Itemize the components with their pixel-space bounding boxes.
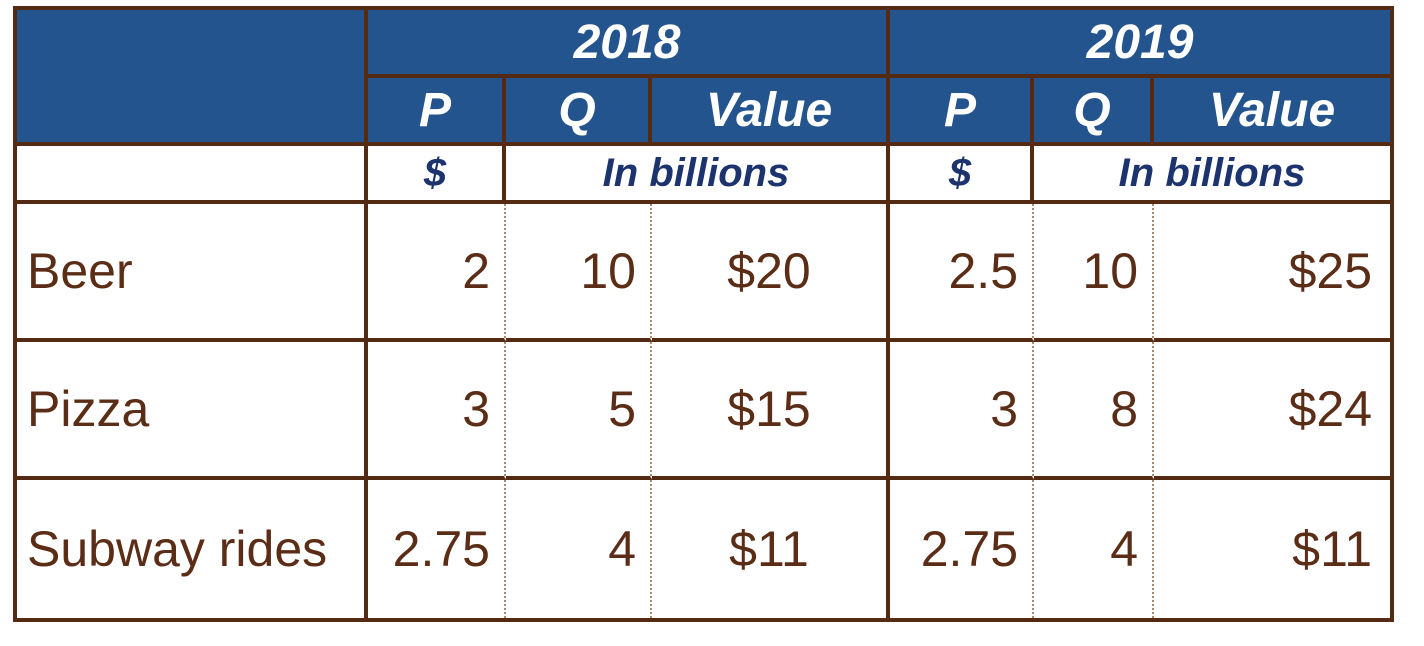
unit-row-label-cell: [17, 146, 368, 204]
row-label: Subway rides: [17, 480, 368, 618]
col-header-value-2019: Value: [1154, 78, 1391, 146]
unit-quantity-2018: In billions: [506, 146, 891, 204]
price-quantity-table: 2018 2019 P Q Value P Q Value $ In billi…: [13, 6, 1395, 622]
table-row-beer: Beer 2 10 $20 2.5 10 $25: [17, 204, 1391, 342]
cell-q-2019: 10: [1034, 204, 1155, 342]
cell-q-2018: 10: [506, 204, 652, 342]
cell-value-2018: $20: [652, 204, 891, 342]
year-header-2018: 2018: [368, 10, 891, 78]
col-header-value-2018: Value: [652, 78, 891, 146]
cell-q-2019: 4: [1034, 480, 1155, 618]
row-label: Pizza: [17, 342, 368, 480]
unit-quantity-2019: In billions: [1034, 146, 1391, 204]
table-row-subway-rides: Subway rides 2.75 4 $11 2.75 4 $11: [17, 480, 1391, 618]
col-header-q-2019: Q: [1034, 78, 1155, 146]
cell-q-2019: 8: [1034, 342, 1155, 480]
cell-p-2019: 2.75: [890, 480, 1035, 618]
table-row-pizza: Pizza 3 5 $15 3 8 $24: [17, 342, 1391, 480]
col-header-p-2019: P: [890, 78, 1035, 146]
unit-price-2018: $: [368, 146, 506, 204]
year-header-2019: 2019: [890, 10, 1391, 78]
row-label: Beer: [17, 204, 368, 342]
cell-q-2018: 5: [506, 342, 652, 480]
cell-p-2018: 2.75: [368, 480, 506, 618]
cell-value-2018: $15: [652, 342, 891, 480]
corner-cell: [17, 10, 368, 146]
cell-p-2019: 3: [890, 342, 1035, 480]
cell-value-2018: $11: [652, 480, 891, 618]
cell-value-2019: $25: [1154, 204, 1391, 342]
col-header-q-2018: Q: [506, 78, 652, 146]
cell-value-2019: $24: [1154, 342, 1391, 480]
cell-q-2018: 4: [506, 480, 652, 618]
col-header-p-2018: P: [368, 78, 506, 146]
cell-p-2018: 3: [368, 342, 506, 480]
unit-price-2019: $: [890, 146, 1035, 204]
cell-p-2018: 2: [368, 204, 506, 342]
cell-p-2019: 2.5: [890, 204, 1035, 342]
cell-value-2019: $11: [1154, 480, 1391, 618]
